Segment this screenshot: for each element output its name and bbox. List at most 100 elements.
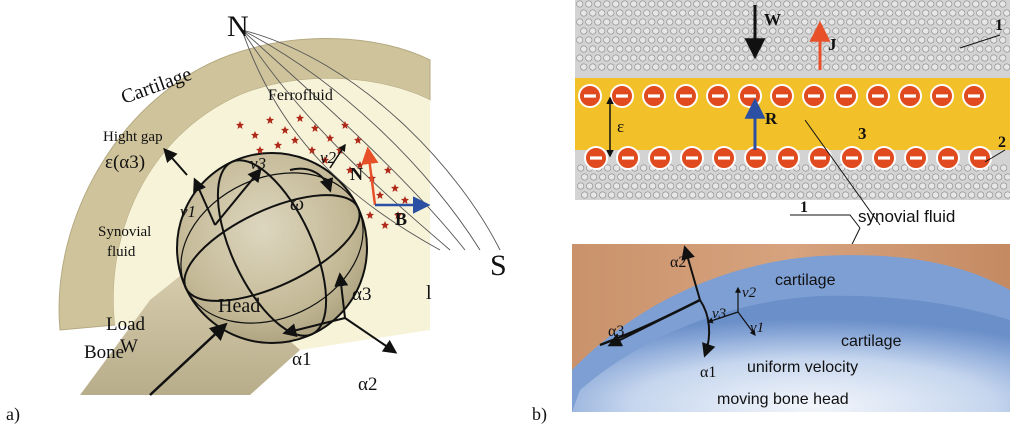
lipid-bead bbox=[900, 18, 908, 26]
lipid-bead bbox=[648, 54, 656, 62]
minus-sign bbox=[872, 94, 884, 98]
lipid-bead bbox=[973, 182, 981, 190]
lipid-bead bbox=[810, 0, 818, 8]
lipid-bead bbox=[639, 0, 647, 8]
lipid-bead bbox=[882, 54, 890, 62]
lipid-bead bbox=[873, 18, 881, 26]
lipid-bead bbox=[778, 27, 786, 35]
lipid-bead bbox=[918, 54, 926, 62]
lipid-bead bbox=[788, 191, 796, 199]
lipid-bead bbox=[959, 191, 967, 199]
lipid-bead bbox=[621, 18, 629, 26]
lipid-bead bbox=[815, 191, 823, 199]
lipid-bead bbox=[855, 54, 863, 62]
lipid-bead bbox=[715, 63, 723, 71]
lipid-bead bbox=[994, 45, 1002, 53]
lipid-bead bbox=[874, 182, 882, 190]
l-label: l bbox=[426, 282, 432, 304]
lipid-bead bbox=[594, 0, 602, 8]
lipid-bead bbox=[859, 63, 867, 71]
lipid-bead bbox=[910, 182, 918, 190]
minus-sign bbox=[878, 156, 890, 160]
lipid-bead bbox=[832, 63, 840, 71]
lipid-bead bbox=[576, 18, 584, 26]
minus-sign bbox=[974, 156, 986, 160]
ferro-particle bbox=[311, 124, 319, 132]
b-v1-arrow bbox=[737, 311, 756, 336]
lipid-bead bbox=[877, 63, 885, 71]
lipid-bead bbox=[652, 63, 660, 71]
lipid-bead bbox=[797, 191, 805, 199]
lipid-bead bbox=[963, 36, 971, 44]
lipid-bead bbox=[792, 54, 800, 62]
lipid-bead bbox=[886, 27, 894, 35]
lipid-bead bbox=[625, 27, 633, 35]
lipid-bead bbox=[662, 191, 670, 199]
head-grid bbox=[180, 159, 364, 337]
minus-sign bbox=[910, 156, 922, 160]
lipid-bead bbox=[765, 36, 773, 44]
moving-bone-head-label: moving bone head bbox=[717, 391, 849, 408]
lipid-bead bbox=[608, 191, 616, 199]
lipid-bead bbox=[675, 0, 683, 8]
lipid-bead bbox=[895, 27, 903, 35]
lipid-bead bbox=[679, 45, 687, 53]
lipid-bead bbox=[671, 173, 679, 181]
ferro-particle bbox=[266, 116, 274, 124]
lipid-bead bbox=[640, 164, 648, 172]
minus-sign bbox=[654, 156, 666, 160]
lipid-bead bbox=[670, 63, 678, 71]
bone-label: Bone bbox=[84, 342, 124, 363]
lipid-bead bbox=[608, 173, 616, 181]
lipid-bead bbox=[824, 191, 832, 199]
lipid-bead bbox=[796, 63, 804, 71]
lipid-bead bbox=[594, 54, 602, 62]
lipid-bead bbox=[706, 63, 714, 71]
lipid-bead bbox=[946, 182, 954, 190]
lipid-bead bbox=[801, 18, 809, 26]
lipid-bead bbox=[738, 36, 746, 44]
lipid-bead bbox=[607, 9, 615, 17]
lipid-bead bbox=[955, 182, 963, 190]
lipid-bead bbox=[787, 9, 795, 17]
b-alpha3-arrow bbox=[607, 299, 701, 347]
lipid-bead bbox=[648, 36, 656, 44]
v2-arrow bbox=[329, 143, 346, 169]
lipid-bead bbox=[688, 63, 696, 71]
lipid-bead bbox=[977, 173, 985, 181]
b-label: B bbox=[395, 209, 407, 229]
lipid-bead bbox=[900, 36, 908, 44]
lipid-bead bbox=[706, 45, 714, 53]
lipid-bead bbox=[716, 173, 724, 181]
num1-bottom-label: 1 bbox=[800, 199, 808, 216]
lipid-bead bbox=[805, 45, 813, 53]
lipid-bead bbox=[594, 18, 602, 26]
lipid-bead bbox=[702, 36, 710, 44]
lipid-bead bbox=[850, 45, 858, 53]
lipid-bead bbox=[913, 63, 921, 71]
ferro-particle bbox=[356, 161, 364, 169]
lipid-bead bbox=[873, 0, 881, 8]
lipid-bead bbox=[743, 173, 751, 181]
lipid-bead bbox=[676, 164, 684, 172]
lipid-bead bbox=[720, 54, 728, 62]
lipid-bead bbox=[976, 27, 984, 35]
lipid-bead bbox=[625, 45, 633, 53]
lipid-bead bbox=[667, 164, 675, 172]
lipid-bead bbox=[586, 182, 594, 190]
lipid-bead bbox=[967, 63, 975, 71]
lipid-bead bbox=[589, 9, 597, 17]
lipid-bead bbox=[994, 27, 1002, 35]
lipid-bead bbox=[607, 27, 615, 35]
lipid-bead bbox=[819, 0, 827, 8]
panel-a: N S Cartilage Ferrofluid Hight gap ε(α3)… bbox=[6, 10, 507, 425]
lipid-bead bbox=[932, 191, 940, 199]
lipid-bead bbox=[842, 191, 850, 199]
lipid-bead bbox=[904, 27, 912, 35]
lipid-bead bbox=[949, 63, 957, 71]
lipid-bead bbox=[919, 182, 927, 190]
lipid-bead bbox=[991, 182, 999, 190]
lipid-bead bbox=[811, 182, 819, 190]
lipid-bead bbox=[838, 182, 846, 190]
